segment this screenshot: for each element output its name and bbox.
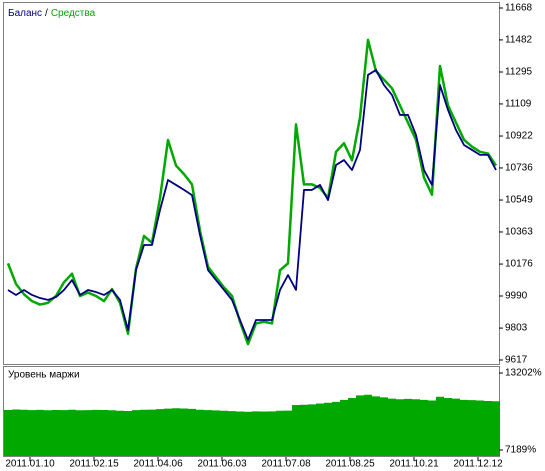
equity-line — [6, 38, 498, 346]
legend-equity: Средства — [51, 8, 96, 19]
x-tick-label: 2011.07.08 — [261, 459, 311, 470]
x-tick-label: 2011.12.12 — [453, 459, 503, 470]
y-tick-label: 9803 — [505, 323, 528, 334]
legend-balance: Баланс — [8, 8, 42, 19]
x-tick-label: 2011.10.21 — [389, 459, 439, 470]
y-tick-label: 10549 — [505, 195, 533, 206]
y-tick-label: 11668 — [505, 3, 533, 14]
y-tick-label: 7189% — [505, 445, 536, 456]
y-tick-label: 13202% — [505, 368, 542, 379]
legend-separator: / — [45, 8, 48, 19]
margin-area — [4, 394, 500, 456]
margin-title: Уровень маржи — [8, 370, 80, 381]
x-tick-label: 2011.02.15 — [69, 459, 119, 470]
y-tick-label: 11109 — [505, 99, 532, 110]
x-tick-label: 2011.06.03 — [197, 459, 247, 470]
y-tick-label: 10176 — [505, 259, 533, 270]
y-tick-label: 10736 — [505, 163, 533, 174]
balance-line — [7, 69, 497, 341]
x-tick-label: 2011.08.25 — [325, 459, 375, 470]
y-tick-label: 9990 — [505, 291, 528, 302]
y-tick-label: 10922 — [505, 131, 533, 142]
y-tick-label: 11482 — [505, 35, 533, 46]
x-tick-label: 2011.04.06 — [133, 459, 183, 470]
y-tick-label: 10363 — [505, 227, 533, 238]
main-panel — [3, 2, 500, 365]
plot-area — [4, 38, 500, 456]
y-tick-label: 11295 — [505, 67, 533, 78]
legend: Баланс / Средства — [8, 8, 96, 19]
y-tick-label: 9617 — [505, 355, 528, 366]
x-tick-label: 2011.01.10 — [5, 459, 55, 470]
